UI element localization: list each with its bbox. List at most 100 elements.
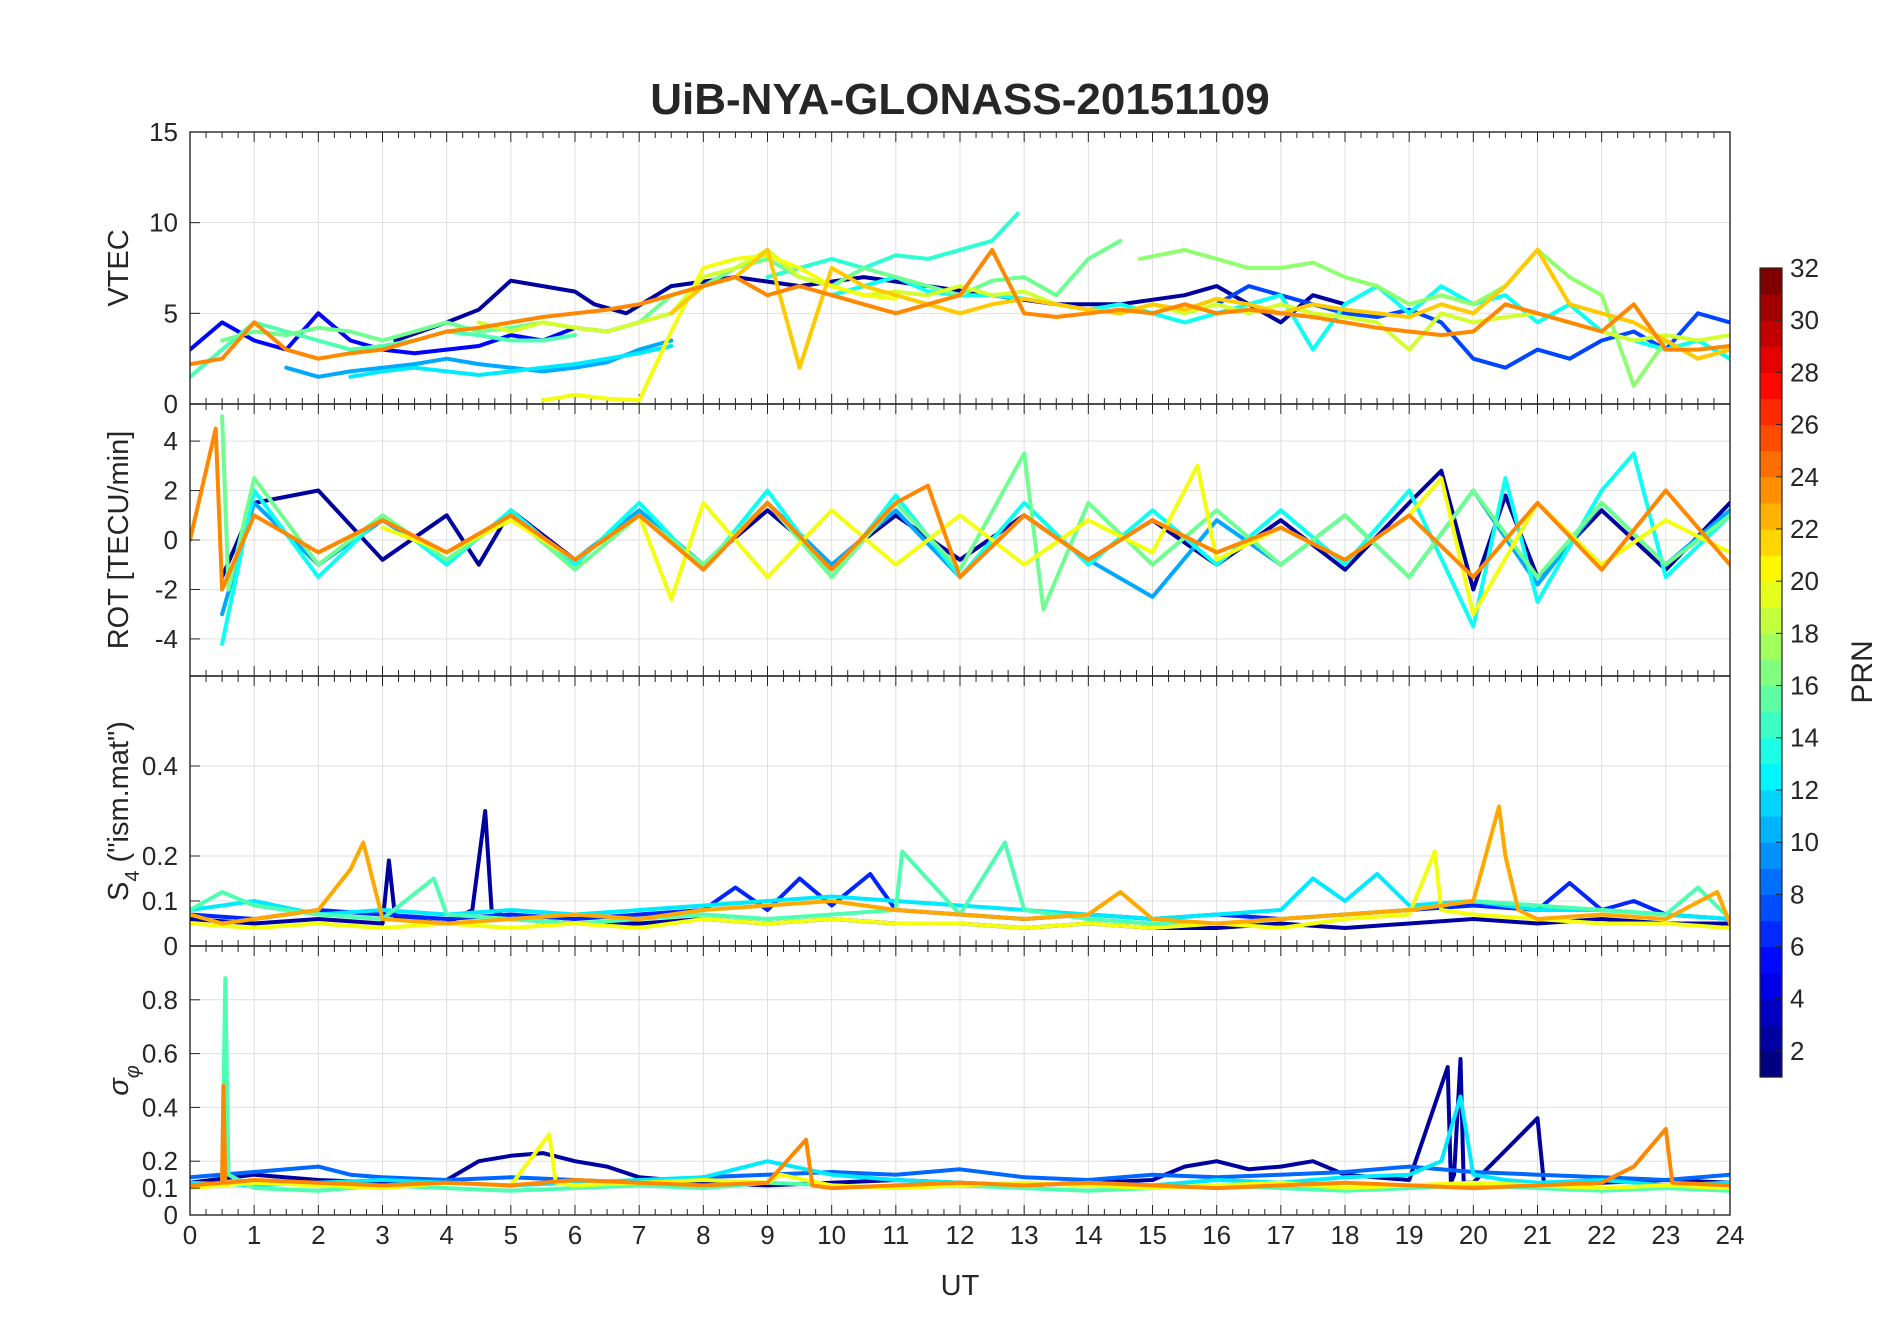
series-prn-24 bbox=[190, 426, 1730, 592]
series-prn-24 bbox=[190, 247, 1730, 367]
x-tick-label: 22 bbox=[1587, 1220, 1616, 1250]
colorbar-tick-label: 22 bbox=[1790, 514, 1819, 544]
colorbar-tick-label: 18 bbox=[1790, 618, 1819, 648]
x-tick-label: 8 bbox=[696, 1220, 710, 1250]
y-tick-label: 0.1 bbox=[142, 886, 178, 916]
traces bbox=[190, 804, 1730, 930]
x-axis: 0 1 2 3 4 5 6 7 8 9 10 11 12 13 14 15 16 17 18 19 20 21 22 23 24 bbox=[183, 1220, 1745, 1250]
y-axis-label: S4 ("ism.mat") bbox=[103, 721, 144, 901]
series-prn-15 bbox=[190, 840, 1730, 926]
colorbar-segment bbox=[1760, 816, 1782, 843]
x-tick-label: 7 bbox=[632, 1220, 646, 1250]
colorbar-tick-label: 14 bbox=[1790, 723, 1819, 753]
x-tick-label: 20 bbox=[1459, 1220, 1488, 1250]
y-tick-label: 0.2 bbox=[142, 841, 178, 871]
colorbar-segment bbox=[1760, 972, 1782, 1000]
x-tick-label: 0 bbox=[183, 1220, 197, 1250]
colorbar-segment bbox=[1760, 633, 1782, 661]
series-prn-10 bbox=[284, 338, 674, 379]
colorbar-tick-label: 28 bbox=[1790, 357, 1819, 387]
x-tick-label: 14 bbox=[1074, 1220, 1103, 1250]
y-tick-label: 0 bbox=[164, 1200, 178, 1230]
y-tick-label: 0 bbox=[164, 931, 178, 961]
colorbar-segment bbox=[1760, 789, 1782, 817]
colorbar-tick-label: 16 bbox=[1790, 671, 1819, 701]
colorbar-segment bbox=[1760, 894, 1782, 922]
x-tick-label: 21 bbox=[1523, 1220, 1552, 1250]
colorbar-tick-label: 10 bbox=[1790, 827, 1819, 857]
series-prn-24 bbox=[190, 1083, 1730, 1191]
y-tick-label: 0.4 bbox=[142, 1092, 178, 1122]
colorbar-segment bbox=[1760, 346, 1782, 373]
colorbar-tick-label: 30 bbox=[1790, 305, 1819, 335]
colorbar-segment bbox=[1760, 1024, 1782, 1052]
y-axis-label: σφ bbox=[103, 1065, 144, 1096]
x-tick-label: 18 bbox=[1331, 1220, 1360, 1250]
series-prn-5 bbox=[190, 311, 642, 356]
x-tick-label: 15 bbox=[1138, 1220, 1167, 1250]
colorbar-segment bbox=[1760, 476, 1782, 504]
colorbar-segment bbox=[1760, 450, 1782, 478]
x-tick-label: 13 bbox=[1010, 1220, 1039, 1250]
colorbar-segment bbox=[1760, 398, 1782, 426]
x-tick-label: 16 bbox=[1202, 1220, 1231, 1250]
y-tick-label: 0.8 bbox=[142, 985, 178, 1015]
colorbar-segment bbox=[1760, 555, 1782, 582]
chart-title: UiB-NYA-GLONASS-20151109 bbox=[650, 75, 1270, 124]
colorbar-segment bbox=[1760, 424, 1782, 452]
y-tick-label: 0 bbox=[164, 525, 178, 555]
y-tick-label: 0.2 bbox=[142, 1146, 178, 1176]
colorbar-tick-label: 2 bbox=[1790, 1036, 1804, 1066]
y-tick-label: 0 bbox=[164, 389, 178, 419]
colorbar-segment bbox=[1760, 920, 1782, 948]
panel-4: 00.10.2 0.4 0.6 0.8 σφ bbox=[103, 945, 1731, 1230]
x-tick-label: 2 bbox=[311, 1220, 325, 1250]
x-axis-label: UT bbox=[941, 1270, 980, 1302]
series-prn-22 bbox=[669, 247, 1730, 370]
x-tick-label: 9 bbox=[760, 1220, 774, 1250]
colorbar-tick-label: 24 bbox=[1790, 462, 1819, 492]
y-tick-label: 0.6 bbox=[142, 1039, 178, 1069]
series-prn-12 bbox=[348, 344, 674, 379]
colorbar-tick-label: 8 bbox=[1790, 879, 1804, 909]
colorbar-segment bbox=[1760, 268, 1782, 295]
colorbar-segment bbox=[1760, 528, 1782, 556]
traces bbox=[190, 976, 1730, 1193]
x-tick-label: 11 bbox=[882, 1220, 909, 1250]
x-tick-label: 17 bbox=[1266, 1220, 1295, 1250]
series-prn-17 bbox=[1137, 247, 1730, 388]
panel-1: 0 5 10 15 VTEC bbox=[103, 117, 1731, 419]
colorbar-segment bbox=[1760, 868, 1782, 895]
colorbar-segment bbox=[1760, 320, 1782, 347]
y-tick-label: 15 bbox=[149, 117, 178, 147]
series-prn-14 bbox=[765, 211, 1020, 280]
y-tick-label: 0.1 bbox=[142, 1173, 178, 1203]
series-prn-8 bbox=[190, 1164, 1730, 1185]
y-tick-label: 5 bbox=[164, 298, 178, 328]
panel-3: 0 0.1 0.2 0.4S4 ("ism.mat") bbox=[103, 675, 1731, 961]
colorbar-segment bbox=[1760, 763, 1782, 791]
colorbar-frame bbox=[1759, 267, 1783, 1078]
y-axis-label: VTEC bbox=[103, 229, 135, 306]
colorbar-segment bbox=[1760, 946, 1782, 974]
colorbar-tick-label: 6 bbox=[1790, 932, 1804, 962]
y-tick-label: 0.4 bbox=[142, 751, 178, 781]
colorbar-segment bbox=[1760, 998, 1782, 1026]
colorbar-segment bbox=[1760, 581, 1782, 608]
colorbar-tick-label: 20 bbox=[1790, 566, 1819, 596]
colorbar-tick-label: 4 bbox=[1790, 984, 1804, 1014]
colorbar-segment bbox=[1760, 659, 1782, 687]
series-prn-23 bbox=[190, 804, 1730, 926]
axes-frame bbox=[189, 945, 1731, 1216]
colorbar-segment bbox=[1760, 737, 1782, 765]
x-tick-label: 3 bbox=[375, 1220, 389, 1250]
y-tick-label: -2 bbox=[155, 574, 178, 604]
x-tick-label: 23 bbox=[1651, 1220, 1680, 1250]
colorbar-segment bbox=[1760, 1050, 1782, 1078]
x-tick-label: 24 bbox=[1716, 1220, 1745, 1250]
y-axis-label: ROT [TECU/min] bbox=[103, 431, 135, 650]
x-tick-label: 19 bbox=[1395, 1220, 1424, 1250]
series-prn-20 bbox=[540, 253, 898, 403]
